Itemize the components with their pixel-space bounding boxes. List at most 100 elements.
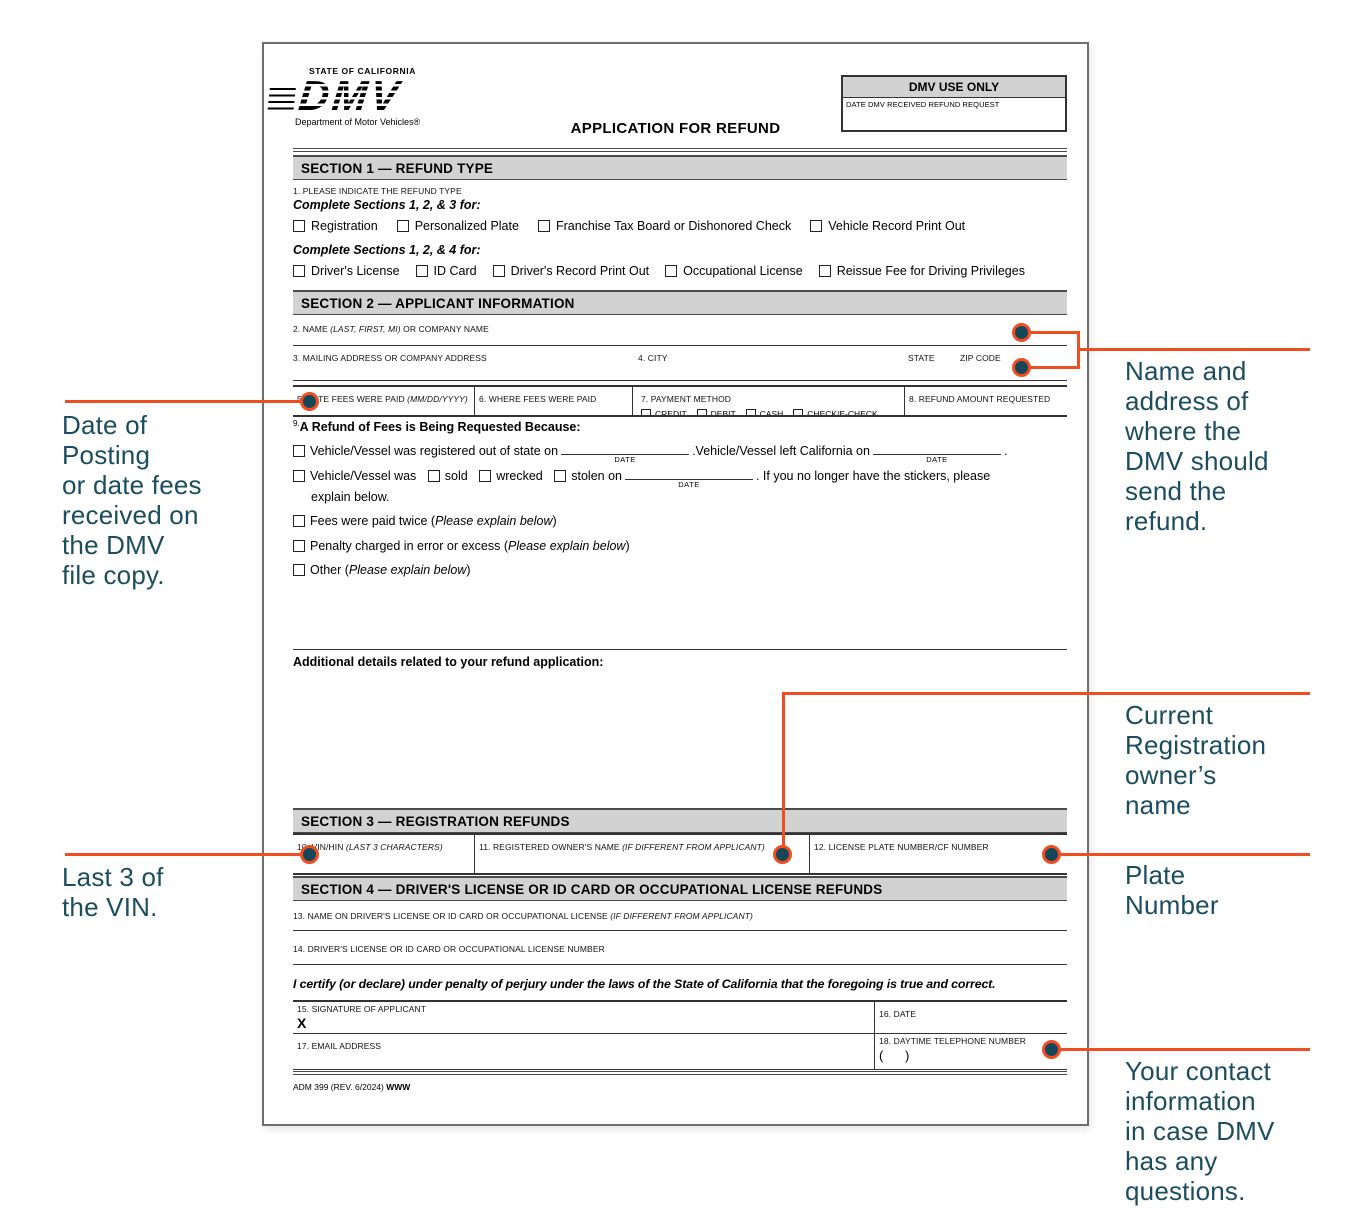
- checkbox-penalty-error[interactable]: [293, 540, 305, 552]
- field-refund-amount[interactable]: 8. REFUND AMOUNT REQUESTED: [905, 387, 1067, 415]
- callout-line-address-stub: [1028, 366, 1080, 369]
- section2-header: SECTION 2 — APPLICANT INFORMATION: [293, 290, 1067, 315]
- dmv-use-only-box: DMV USE ONLY DATE DMV RECEIVED REFUND RE…: [841, 75, 1067, 132]
- field-email[interactable]: 17. EMAIL ADDRESS: [293, 1034, 875, 1070]
- option-label: Registration: [311, 219, 378, 233]
- divider-double-rule: [293, 148, 1067, 152]
- additional-details-label: Additional details related to your refun…: [293, 655, 604, 669]
- field-name-or-company[interactable]: 2. NAME (LAST, FIRST, MI) OR COMPANY NAM…: [293, 318, 1067, 346]
- logo-state-text: STATE OF CALIFORNIA: [309, 66, 416, 76]
- option-label: stolen on: [571, 469, 622, 483]
- checkbox-stolen[interactable]: [554, 470, 567, 482]
- option-label: Franchise Tax Board or Dishonored Check: [555, 219, 792, 233]
- option-label: CREDIT: [655, 409, 687, 415]
- field-name-on-license[interactable]: 13. NAME ON DRIVER'S LICENSE OR ID CARD …: [293, 905, 1067, 931]
- field10-label-italic: (LAST 3 CHARACTERS): [345, 842, 443, 852]
- reason-registered-out-of-state: Vehicle/Vessel was registered out of sta…: [293, 443, 1007, 464]
- zip-label: ZIP CODE: [960, 353, 1001, 363]
- option-label: wrecked: [496, 469, 543, 483]
- date-blank[interactable]: DATE: [561, 443, 690, 464]
- signature-table: 15. SIGNATURE OF APPLICANT X 16. DATE 17…: [293, 1000, 1067, 1070]
- dmv-received-date-field[interactable]: DATE DMV RECEIVED REFUND REQUEST: [846, 100, 1000, 109]
- callout-dot-address: [1012, 358, 1031, 377]
- field-date-fees-paid[interactable]: 5. DATE FEES WERE PAID (MM/DD/YYYY): [293, 387, 475, 415]
- callout-line-owner-vertical: [782, 692, 785, 850]
- field5-label: 5. DATE FEES WERE PAID: [297, 394, 408, 404]
- field-date[interactable]: 16. DATE: [875, 1002, 1067, 1033]
- reason-other: Other (Please explain below): [293, 563, 471, 577]
- signature-x[interactable]: X: [297, 1015, 307, 1031]
- field-daytime-phone[interactable]: 18. DAYTIME TELEPHONE NUMBER ( ): [875, 1034, 1067, 1070]
- reason-text: . If you no longer have the stickers, pl…: [755, 469, 991, 483]
- reason-text: Penalty charged in error or excess (: [310, 539, 509, 553]
- checkbox-registration[interactable]: [293, 220, 305, 232]
- reason-text: .Vehicle/Vessel left California on: [692, 444, 870, 458]
- reason-text: Vehicle/Vessel was registered out of sta…: [310, 444, 559, 458]
- checkbox-other[interactable]: [293, 564, 305, 576]
- field-vin-hin[interactable]: 10. VIN/HIN (LAST 3 CHARACTERS): [293, 835, 475, 873]
- reason-text-italic: Please explain below: [435, 514, 553, 528]
- reason-sold-wrecked-stolen: Vehicle/Vessel was sold wrecked stolen o…: [293, 468, 991, 489]
- checkbox-registered-out-of-state[interactable]: [293, 445, 305, 457]
- checkbox-wrecked[interactable]: [479, 470, 492, 482]
- callout-dot-plate-number: [1042, 845, 1061, 864]
- field11-label-italic: (IF DIFFERENT FROM APPLICANT): [622, 842, 765, 852]
- group2-label: Complete Sections 1, 2, & 4 for:: [293, 243, 481, 257]
- reason-text: ): [552, 514, 557, 528]
- field-address-city-state-zip[interactable]: 3. MAILING ADDRESS OR COMPANY ADDRESS 4.…: [293, 352, 1067, 381]
- checkbox-occupational-license[interactable]: [665, 265, 678, 277]
- callout-bracket-vertical: [1077, 331, 1080, 369]
- field18-label: 18. DAYTIME TELEPHONE NUMBER: [879, 1036, 1027, 1046]
- field-payment-method: 7. PAYMENT METHOD CREDIT DEBIT CASH CHEC…: [633, 387, 905, 415]
- reason-explain-below: explain below.: [311, 490, 390, 504]
- option-label: ID Card: [433, 264, 477, 278]
- field-license-number[interactable]: 14. DRIVER'S LICENSE OR ID CARD OR OCCUP…: [293, 938, 1067, 965]
- checkbox-personalized-plate[interactable]: [396, 220, 409, 232]
- field15-label: 15. SIGNATURE OF APPLICANT: [297, 1004, 427, 1014]
- callout-dot-owner-name: [773, 845, 792, 864]
- checkbox-cash[interactable]: [745, 409, 756, 415]
- checkbox-check-echeck[interactable]: [793, 409, 804, 415]
- callout-line-name-stub: [1028, 331, 1080, 334]
- checkbox-franchise-tax-board[interactable]: [537, 220, 550, 232]
- form-number: ADM 399 (REV. 6/2024): [293, 1082, 387, 1092]
- field10-label: 10. VIN/HIN: [297, 842, 346, 852]
- option-label: CASH: [759, 409, 784, 415]
- reason-penalty-error: Penalty charged in error or excess (Plea…: [293, 539, 630, 553]
- checkbox-drivers-license[interactable]: [293, 265, 305, 277]
- field-license-plate-number[interactable]: 12. LICENSE PLATE NUMBER/CF NUMBER: [810, 835, 1067, 873]
- date-caption: DATE: [678, 480, 700, 489]
- field-where-fees-paid[interactable]: 6. WHERE FEES WERE PAID: [475, 387, 633, 415]
- checkbox-drivers-record-print-out[interactable]: [492, 265, 505, 277]
- date-blank[interactable]: DATE: [624, 468, 753, 489]
- item9-label: A Refund of Fees is Being Requested Beca…: [299, 420, 581, 435]
- field-registered-owner-name[interactable]: 11. REGISTERED OWNER'S NAME (IF DIFFEREN…: [475, 835, 810, 873]
- reason-text: Vehicle/Vessel was: [310, 469, 417, 483]
- option-label: Personalized Plate: [414, 219, 519, 233]
- callout-dot-phone: [1042, 1040, 1061, 1059]
- checkbox-vehicle-sold-wrecked-stolen[interactable]: [293, 470, 305, 482]
- reason-text: ): [466, 563, 471, 577]
- date-blank[interactable]: DATE: [872, 443, 1001, 464]
- checkbox-credit[interactable]: [641, 409, 651, 415]
- date-caption: DATE: [926, 455, 948, 464]
- reason-text: explain below.: [311, 490, 390, 504]
- payment-options-row: CREDIT DEBIT CASH CHECK/E-CHECK: [641, 409, 904, 415]
- callout-line-contact-info: [1058, 1048, 1310, 1051]
- checkbox-sold[interactable]: [427, 470, 440, 482]
- dmv-use-only-header: DMV USE ONLY: [843, 77, 1065, 98]
- item1-label: 1. PLEASE INDICATE THE REFUND TYPE: [293, 186, 462, 196]
- checkbox-id-card[interactable]: [415, 265, 428, 277]
- certification-statement: I certify (or declare) under penalty of …: [293, 977, 996, 991]
- checkbox-vehicle-record-print-out[interactable]: [810, 220, 823, 232]
- reason-text: Fees were paid twice (: [310, 514, 436, 528]
- field3-label: 3. MAILING ADDRESS OR COMPANY ADDRESS: [293, 353, 487, 363]
- checkbox-fees-paid-twice[interactable]: [293, 515, 305, 527]
- logo-department-text: Department of Motor Vehicles®: [295, 117, 421, 127]
- field-signature[interactable]: 15. SIGNATURE OF APPLICANT X: [293, 1002, 875, 1033]
- annotation-last3-vin: Last 3 of the VIN.: [62, 862, 164, 922]
- checkbox-reissue-fee[interactable]: [818, 265, 831, 277]
- checkbox-debit[interactable]: [696, 409, 707, 415]
- option-label: sold: [444, 469, 468, 483]
- additional-details-rule: [293, 649, 1067, 650]
